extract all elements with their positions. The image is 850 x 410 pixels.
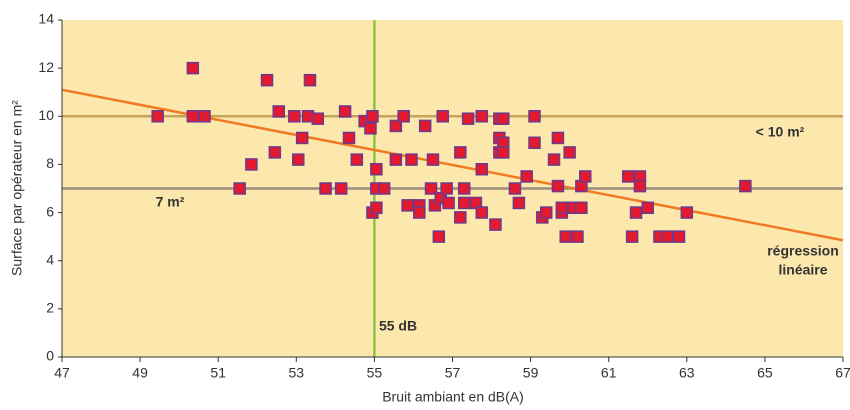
point [432,230,446,243]
point [272,105,285,118]
point [377,182,391,195]
point [151,110,164,123]
y-tick-label: 4 [46,251,54,267]
y-tick-label: 6 [46,203,54,219]
point [457,182,471,195]
point [520,170,533,183]
point [288,110,301,123]
point [672,230,686,243]
y-tick-label: 10 [38,107,54,123]
point [424,182,438,195]
point [245,158,258,171]
x-tick-label: 67 [835,365,850,381]
point [405,153,418,166]
point [497,112,510,125]
point [547,153,561,166]
point [680,206,694,219]
point [555,201,569,215]
point [370,201,383,215]
point [295,131,309,145]
point [338,105,352,118]
point [579,170,592,183]
point [350,153,364,166]
regression-label: linéaire [778,262,827,278]
y-tick-label: 14 [38,11,54,27]
point [268,146,282,159]
point [661,230,674,243]
point [292,153,305,166]
point [508,182,522,195]
point [389,119,403,133]
point [413,206,426,219]
point [426,153,440,166]
point [512,196,526,210]
point [571,230,584,243]
x-tick-label: 53 [289,365,305,381]
point [475,162,489,176]
y-tick-label: 8 [46,155,54,171]
reference-label: 7 m² [156,194,185,210]
point [528,136,541,150]
point [454,146,467,159]
regression-label: régression [767,243,839,259]
x-tick-label: 51 [210,365,226,381]
point [198,110,211,123]
point [454,211,467,224]
point [186,110,200,123]
x-tick-label: 61 [601,365,617,381]
x-tick-label: 65 [757,365,773,381]
point [389,153,403,166]
x-tick-label: 47 [54,365,70,381]
point [551,131,565,145]
point [539,206,553,219]
point [397,110,410,123]
point [475,110,489,123]
point [186,61,200,75]
point [629,206,643,219]
point [334,182,348,195]
reference-label: < 10 m² [756,124,805,140]
reference-label: 55 dB [379,318,417,334]
point [366,110,379,123]
point [625,230,639,243]
point [641,201,654,215]
point [364,122,377,135]
y-axis-title: Surface par opérateur en m² [9,100,25,276]
point [563,146,576,159]
point [457,196,471,210]
point [233,182,246,195]
point [633,179,647,193]
point [461,112,475,125]
point [475,206,489,219]
x-tick-label: 55 [367,365,383,381]
point [436,110,449,123]
point [303,73,317,87]
point [342,131,356,145]
y-tick-label: 2 [46,300,54,316]
x-axis-title: Bruit ambiant en dB(A) [382,389,524,405]
point [621,170,635,183]
point [528,110,541,123]
point [575,201,588,215]
point [401,199,414,212]
x-tick-label: 59 [523,365,539,381]
point [497,146,510,159]
x-tick-label: 57 [445,365,461,381]
y-tick-label: 0 [46,348,54,364]
point [559,230,572,243]
point [489,218,502,231]
point [418,119,432,133]
point [260,73,274,87]
point [442,196,455,210]
point [739,179,752,193]
x-tick-label: 49 [132,365,148,381]
point [370,162,383,176]
x-tick-label: 63 [679,365,695,381]
point [551,179,565,193]
point [440,182,453,195]
point [311,112,325,125]
point [319,182,332,195]
y-tick-label: 12 [38,59,54,75]
